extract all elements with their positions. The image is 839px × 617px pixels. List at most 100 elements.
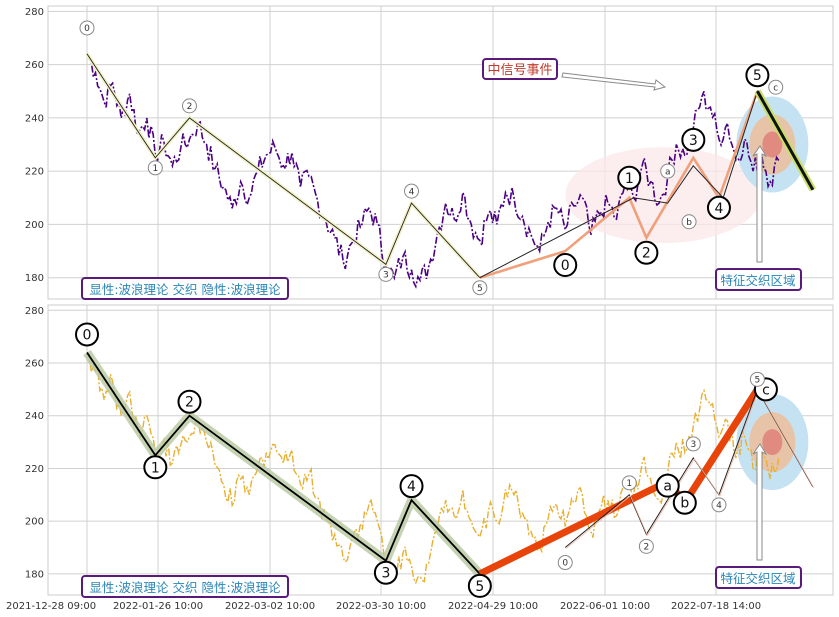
- orange-wave-label-circle: [672, 490, 697, 515]
- x-tick-label: 2022-03-30 10:00: [336, 601, 426, 612]
- minor-wave-label-circle: [685, 436, 701, 452]
- primary-wave-label: 1: [152, 164, 158, 174]
- secondary-wave-label-circle: [553, 253, 578, 278]
- x-tick-label: 2022-04-29 10:00: [448, 601, 538, 612]
- secondary-wave-label: c: [773, 83, 778, 93]
- final-leg-line: [756, 90, 815, 191]
- secondary-wave-label: 2: [642, 246, 651, 262]
- top-zone-label: 特征交织区域: [720, 273, 795, 288]
- top-zone-label-box: [715, 268, 802, 291]
- primary-wave-label: 0: [83, 327, 92, 343]
- secondary-wave-label-circle: [617, 165, 642, 190]
- y-tick-label: 240: [25, 411, 44, 422]
- primary-wave-label-circle: [147, 160, 163, 176]
- x-tick-label: 2022-06-01 10:00: [560, 601, 650, 612]
- y-tick-label: 260: [25, 359, 44, 370]
- minor-wave-label: 2: [644, 543, 650, 553]
- bottom-legend-text: 显性:波浪理论 交织 隐性:波浪理论: [89, 580, 281, 595]
- y-tick-label: 260: [25, 60, 44, 71]
- x-tick-label: 2022-01-26 10:00: [113, 601, 203, 612]
- primary-wave-label-circle: [373, 560, 398, 585]
- secondary-wave-label: 1: [625, 171, 634, 187]
- primary-wave-label: 3: [383, 271, 389, 281]
- secondary-wave-label-circle: [681, 127, 706, 152]
- minor-wave-label: b: [686, 218, 692, 228]
- bottom-panel-frame: [47, 304, 834, 596]
- bottom-zone-arrow: [752, 443, 768, 561]
- primary-wave-label: 4: [407, 479, 416, 495]
- secondary-wave-label: 5: [753, 68, 762, 84]
- primary-wave-label: 2: [187, 102, 193, 112]
- top-legend-text: 显性:波浪理论 交织 隐性:波浪理论: [89, 282, 281, 297]
- secondary-wave-label: 4: [714, 201, 723, 217]
- primary-wave-label-circle: [79, 20, 95, 36]
- bottom-legend-box: [81, 575, 289, 598]
- zone-inner: [762, 429, 783, 456]
- minor-wave-label: 4: [716, 501, 722, 511]
- primary-wave-label-circle: [472, 280, 488, 296]
- orange-wave-label: b: [680, 496, 689, 512]
- minor-wave-label: 5: [755, 376, 761, 386]
- secondary-wave-label-circle: [745, 63, 770, 88]
- event-label-box: [482, 58, 558, 80]
- orange-wave-label: c: [762, 382, 770, 398]
- primary-wave-label: 5: [477, 284, 483, 294]
- x-tick-label: 2021-12-28 09:00: [6, 601, 96, 612]
- minor-wave-label-circle: [749, 371, 765, 387]
- minor-wave-label-circle: [681, 214, 697, 230]
- primary-wave-label-circle: [399, 474, 424, 499]
- secondary-wave-label-circle: [634, 240, 659, 265]
- bottom-zone-label-box: [715, 566, 802, 589]
- primary-wave-label-circle: [181, 98, 197, 114]
- top-zone-arrow: [752, 145, 768, 263]
- y-tick-label: 220: [25, 464, 44, 475]
- primary-wave-label-circle: [143, 455, 168, 480]
- minor-wave-label-circle: [638, 538, 654, 554]
- primary-wave-label: 4: [409, 187, 415, 197]
- secondary-wave-label-circle: [768, 79, 784, 95]
- y-tick-label: 240: [25, 113, 44, 124]
- minor-wave-label-circle: [711, 497, 727, 513]
- minor-wave-label: 0: [562, 559, 568, 569]
- bottom-zone-label: 特征交织区域: [720, 571, 795, 586]
- top-panel-frame: [47, 5, 834, 300]
- price-line: [86, 53, 780, 289]
- primary-wave-label: 1: [151, 460, 160, 476]
- y-tick-label: 180: [25, 569, 44, 580]
- y-tick-label: 200: [25, 517, 44, 528]
- y-tick-label: 280: [25, 306, 44, 317]
- primary-wave-label-circle: [467, 573, 492, 598]
- y-tick-label: 180: [25, 273, 44, 284]
- primary-wave-label-circle: [378, 266, 394, 282]
- primary-wave-label: 3: [381, 566, 390, 582]
- price-line: [86, 351, 780, 585]
- top-legend-box: [81, 277, 289, 300]
- minor-wave-label: a: [665, 167, 671, 177]
- primary-wave-line: [86, 352, 481, 575]
- secondary-wave-label-circle: [706, 195, 731, 220]
- event-label: 中信号事件: [487, 63, 552, 78]
- primary-wave-label-circle: [177, 389, 202, 414]
- minor-wave-label-circle: [660, 163, 676, 179]
- minor-wave-label-circle: [621, 475, 637, 491]
- zone-inner: [762, 131, 783, 158]
- primary-wave-label: 5: [475, 579, 484, 595]
- secondary-wave-label: 0: [561, 258, 570, 274]
- event-arrow: [561, 72, 667, 91]
- x-tick-label: 2022-07-18 14:00: [671, 601, 761, 612]
- minor-wave-label: 1: [626, 479, 632, 489]
- primary-wave-label: 2: [185, 395, 194, 411]
- y-tick-label: 220: [25, 167, 44, 178]
- primary-wave-label-circle: [75, 322, 99, 347]
- orange-wave-label-circle: [655, 473, 680, 498]
- primary-wave-label-circle: [404, 183, 420, 199]
- primary-wave-label: 0: [84, 24, 90, 34]
- minor-wave-label-circle: [557, 555, 573, 571]
- x-tick-label: 2022-03-02 10:00: [225, 601, 315, 612]
- y-tick-label: 200: [25, 220, 44, 231]
- orange-wave-label: a: [663, 479, 672, 495]
- minor-wave-label: 3: [690, 440, 696, 450]
- y-tick-label: 280: [25, 7, 44, 18]
- primary-wave-line: [86, 53, 481, 279]
